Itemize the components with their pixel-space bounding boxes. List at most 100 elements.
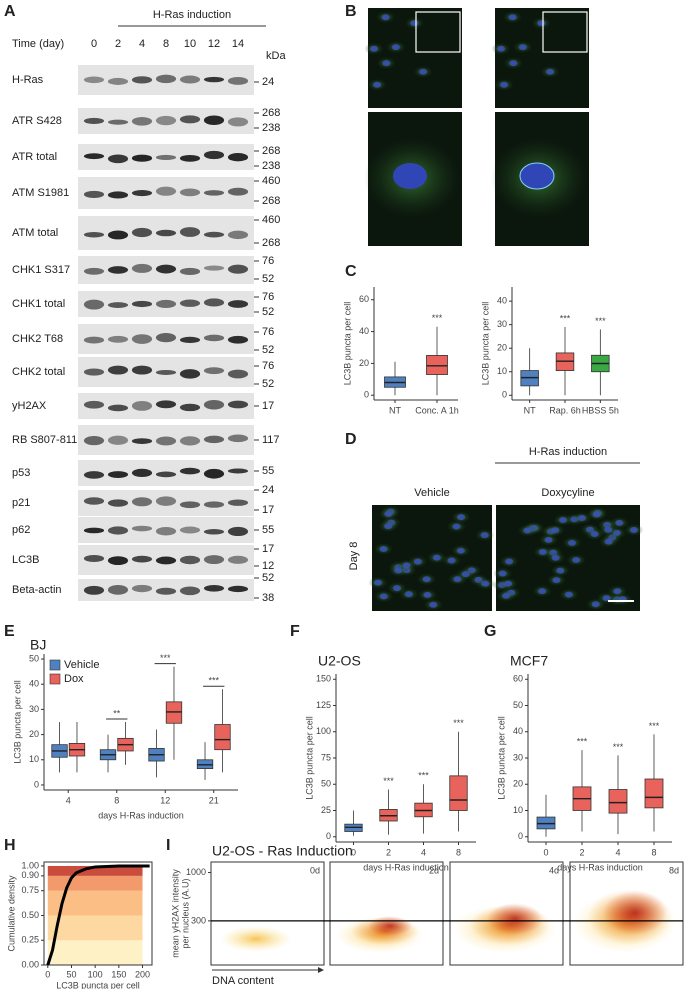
nucleus [556,567,565,574]
blot-band [131,189,153,197]
panel-label: D [345,431,357,448]
y-tick-label: 25 [321,805,331,815]
x-tick-label: 4 [615,847,620,857]
nucleus [382,60,391,67]
nucleus [504,580,513,587]
plot-frame [449,861,564,966]
blot-band [155,186,177,196]
nucleus [429,601,438,608]
panel-title: MCF7 [510,653,548,669]
blot-band [107,335,129,343]
blot-band [155,264,177,274]
x-arrow-head [318,967,324,973]
blot-band [131,438,153,444]
box [449,775,468,811]
blot-band [203,231,225,238]
nucleus [544,536,553,543]
lane-label: 4 [139,38,145,50]
blot-band [203,399,225,410]
kda-marker: 17 [262,400,274,412]
y-tick-label: 60 [513,674,523,684]
y-tick-label: 40 [359,326,369,336]
y-tick-label: 30 [29,704,39,714]
panel-label: C [345,263,357,280]
significance: *** [577,737,588,747]
zoom-box [542,11,588,53]
panel-title: U2-OS [318,653,361,669]
blot-band [179,115,201,124]
blot-label: p21 [12,497,30,509]
panel-label: A [4,3,16,20]
blot-band [83,585,105,595]
nucleus [461,571,470,578]
x-axis-label: days H-Ras induction [363,862,449,872]
lane-label: 0 [91,38,97,50]
blot-band [155,369,177,375]
y-tick-label: 40 [513,726,523,736]
blot-label: CHK2 T68 [12,333,63,345]
kda-marker: 268 [262,237,280,249]
nucleus [423,591,432,598]
blot-band [179,436,201,446]
nucleus [602,595,611,602]
nucleus [381,14,390,21]
blot-band [155,333,177,343]
y-tick-label: 1.00 [21,860,39,870]
x-tick-label: 8 [651,847,656,857]
significance: *** [160,653,171,663]
kda-marker: 76 [262,255,274,267]
box [214,724,231,751]
nucleus [568,539,577,546]
quantile-band [47,915,143,941]
box [644,778,664,809]
y-tick-label: 50 [321,779,331,789]
nucleus [456,547,465,554]
blot-band [155,587,177,595]
blot-band [227,187,249,196]
blot-band [83,471,105,479]
x-tick-label: Conc. A 1h [415,405,459,415]
lane-label: 10 [184,38,196,50]
blot-band [203,584,225,592]
kda-marker: 52 [262,273,274,285]
kda-marker: 52 [262,378,274,390]
blot-band [107,435,129,445]
nucleus [404,591,413,598]
blot-band [203,76,225,83]
panel-label: G [484,623,496,640]
blot-band [203,115,225,126]
blot-band [107,302,129,308]
x-tick-label: 12 [160,795,170,805]
blot-band [131,300,153,308]
blot-band [107,77,129,85]
blot-band [179,188,201,197]
blot-band [83,435,105,446]
blot-band [107,556,129,565]
nucleus [370,45,379,52]
nucleus [538,548,547,555]
nucleus [402,562,411,569]
blot-band [179,501,201,509]
nucleus [481,580,490,587]
blot-band [107,230,129,240]
x-tick-label: HBSS 5h [582,405,619,415]
kda-marker: 55 [262,524,274,536]
blot-band [83,368,105,376]
nucleus [500,81,509,88]
facet-label: 2d [429,865,439,875]
nucleus [604,526,613,533]
significance: *** [613,742,624,752]
blot-band [83,299,105,310]
quantile-band [47,875,143,891]
significance: *** [453,718,464,728]
condition-label: Doxycyline [541,487,594,499]
kda-marker: 460 [262,175,280,187]
y-tick-label: 30 [497,319,507,329]
significance: *** [383,776,394,786]
blot-band [131,468,153,478]
x-tick-label: 8 [456,847,461,857]
x-tick-label: 0 [543,847,548,857]
blot-band [131,497,153,507]
panel-title: BJ [30,637,46,653]
blot-band [179,467,201,475]
